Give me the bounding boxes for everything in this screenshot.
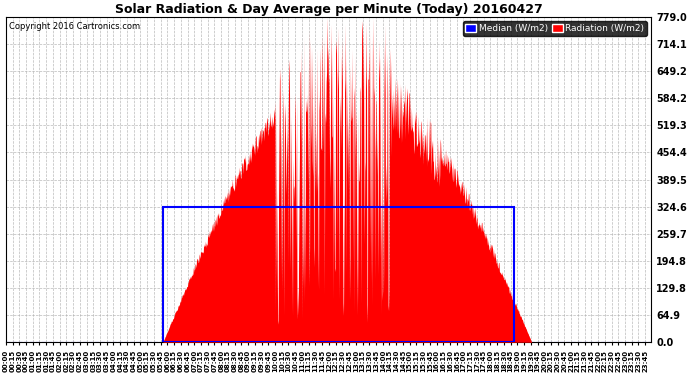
- Title: Solar Radiation & Day Average per Minute (Today) 20160427: Solar Radiation & Day Average per Minute…: [115, 3, 542, 16]
- Text: Copyright 2016 Cartronics.com: Copyright 2016 Cartronics.com: [9, 22, 140, 31]
- Legend: Median (W/m2), Radiation (W/m2): Median (W/m2), Radiation (W/m2): [463, 21, 647, 36]
- Bar: [163, 207, 514, 342]
